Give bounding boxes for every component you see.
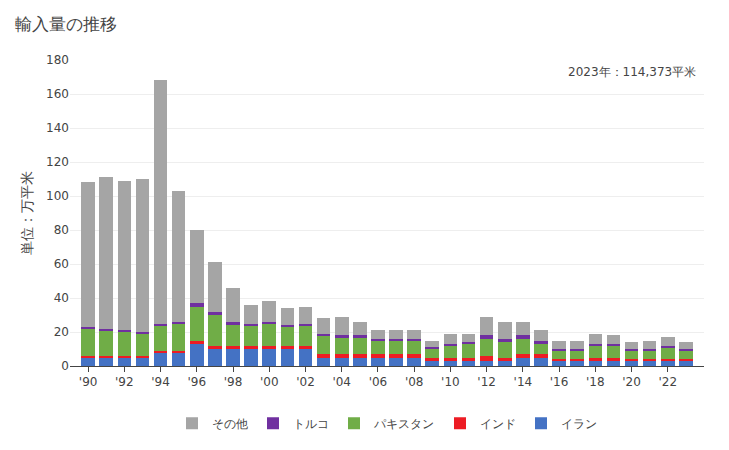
svg-text:160: 160 xyxy=(46,87,69,101)
svg-text:トルコ: トルコ xyxy=(293,417,329,431)
svg-text:'18: '18 xyxy=(586,375,605,389)
svg-text:100: 100 xyxy=(46,189,69,203)
svg-text:インド: インド xyxy=(480,417,516,431)
svg-text:0: 0 xyxy=(61,359,69,373)
svg-text:'04: '04 xyxy=(332,375,351,389)
svg-text:2023年：114,373平米: 2023年：114,373平米 xyxy=(568,65,696,79)
svg-text:'14: '14 xyxy=(514,375,533,389)
svg-text:'02: '02 xyxy=(296,375,315,389)
svg-text:180: 180 xyxy=(46,53,69,67)
svg-text:'22: '22 xyxy=(658,375,677,389)
svg-text:'98: '98 xyxy=(224,375,243,389)
svg-text:パキスタン: パキスタン xyxy=(373,417,434,431)
svg-text:60: 60 xyxy=(54,257,69,271)
svg-text:'00: '00 xyxy=(260,375,279,389)
svg-text:40: 40 xyxy=(54,291,69,305)
svg-text:'08: '08 xyxy=(405,375,424,389)
svg-text:'92: '92 xyxy=(115,375,134,389)
svg-text:140: 140 xyxy=(46,121,69,135)
svg-text:'16: '16 xyxy=(550,375,569,389)
svg-text:輸入量の推移: 輸入量の推移 xyxy=(15,14,117,34)
svg-text:'96: '96 xyxy=(188,375,207,389)
svg-text:'20: '20 xyxy=(622,375,641,389)
svg-text:イラン: イラン xyxy=(561,417,597,431)
svg-text:'10: '10 xyxy=(441,375,460,389)
svg-text:単位：万平米: 単位：万平米 xyxy=(19,171,35,255)
svg-text:'94: '94 xyxy=(151,375,170,389)
svg-text:20: 20 xyxy=(54,325,69,339)
svg-text:'90: '90 xyxy=(79,375,98,389)
svg-text:その他: その他 xyxy=(212,417,248,431)
svg-text:80: 80 xyxy=(54,223,69,237)
svg-text:120: 120 xyxy=(46,155,69,169)
svg-text:'12: '12 xyxy=(477,375,496,389)
svg-text:'06: '06 xyxy=(369,375,388,389)
